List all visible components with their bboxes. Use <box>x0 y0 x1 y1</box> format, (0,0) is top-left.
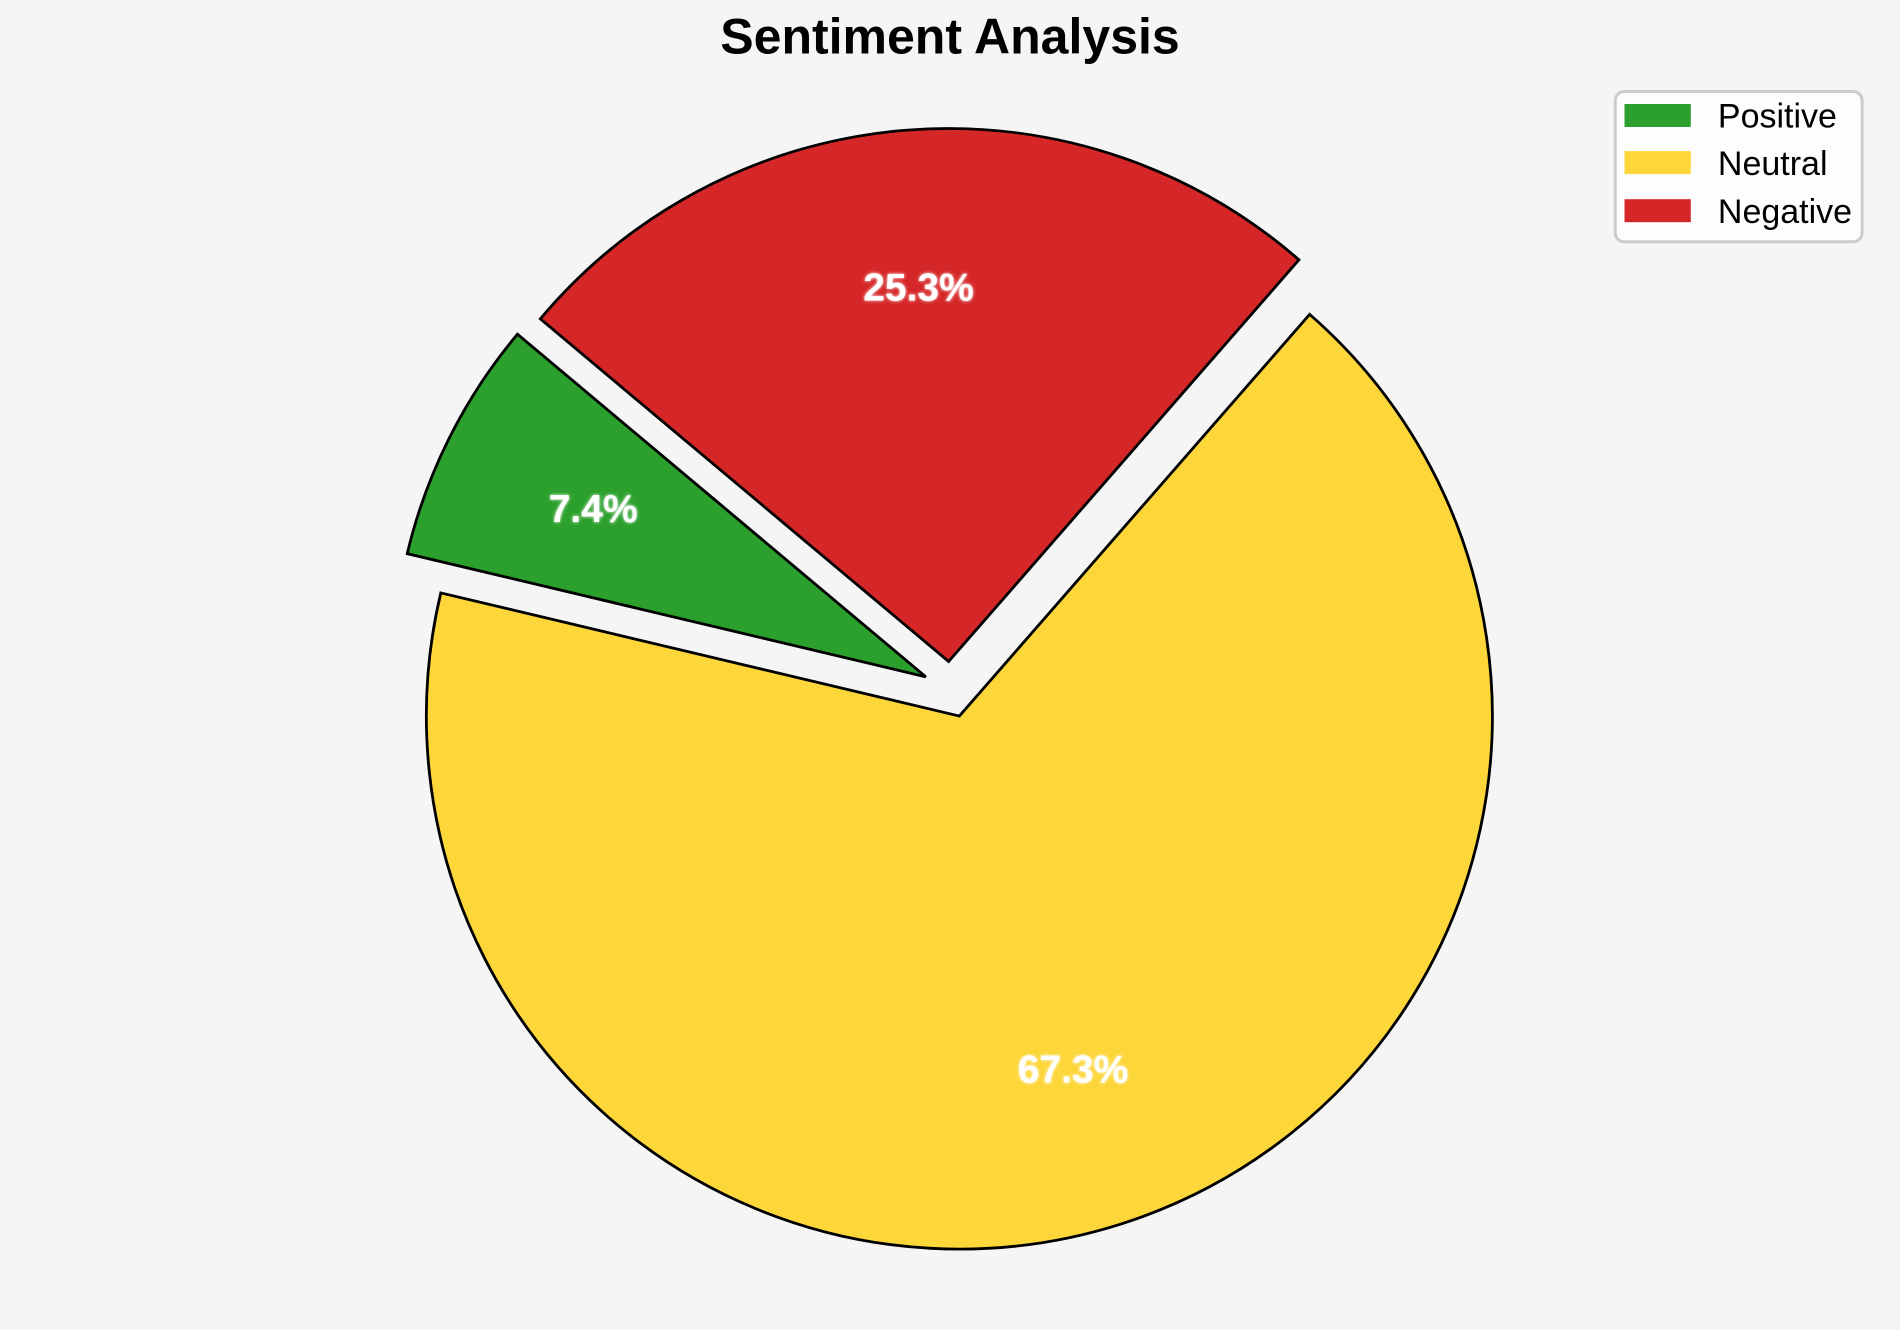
svg-text:Positive: Positive <box>1718 97 1837 135</box>
svg-text:25.3%: 25.3% <box>863 267 974 310</box>
svg-text:Negative: Negative <box>1718 193 1852 231</box>
svg-text:Sentiment Analysis: Sentiment Analysis <box>720 9 1179 65</box>
svg-text:7.4%: 7.4% <box>549 488 638 531</box>
svg-text:Neutral: Neutral <box>1718 145 1828 183</box>
svg-text:67.3%: 67.3% <box>1018 1049 1129 1092</box>
